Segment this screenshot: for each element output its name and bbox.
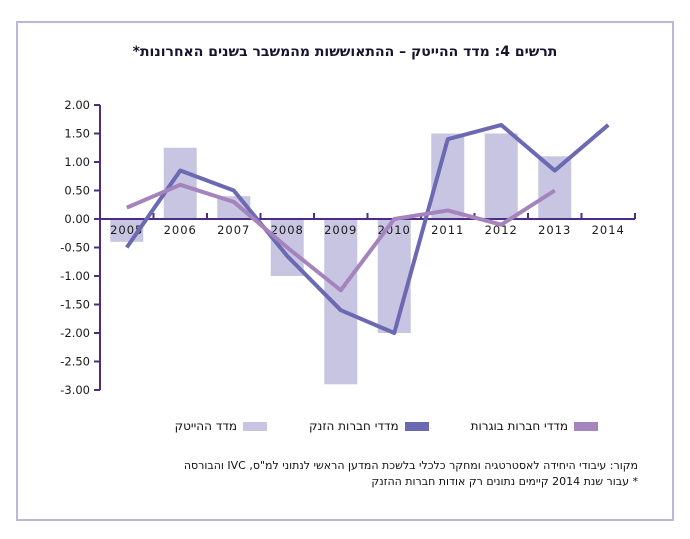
x-tick-label-2013: 2013 [538,223,571,237]
x-tick-label-2006: 2006 [164,223,197,237]
x-tick-label-2014: 2014 [592,223,625,237]
y-tick-label: 0.50 [64,184,90,198]
y-tick-label: -2.00 [60,326,90,340]
y-tick-label: 0.00 [64,212,90,226]
bar-2013 [538,156,572,219]
x-tick-label-2012: 2012 [485,223,518,237]
source-line: מקור: עיבודי היחידה לאסטרטגיה ומחקר כלכל… [183,459,638,472]
y-tick-label: 1.50 [64,127,90,141]
x-tick-label-2007: 2007 [217,223,250,237]
legend-label-startup-companies: מדדי חברות הזנק [309,419,399,433]
bar-2012 [484,133,518,219]
line-series-0 [125,122,610,335]
y-tick-label: 2.00 [64,98,90,112]
legend-swatch-mature-companies [574,421,598,431]
footnote-line: * עבור שנת 2014 קיימים נתונים רק אודות ח… [371,474,638,488]
legend-item-mature-companies: מדדי חברות בוגרות [471,419,598,433]
y-tick-label: -3.00 [60,383,90,397]
legend-swatch-startup-companies [404,421,429,431]
legend-label-hightech-index: מדד ההייטק [174,419,238,433]
x-tick-label-2009: 2009 [324,223,357,237]
x-tick-label-2008: 2008 [271,223,304,237]
x-tick-label-2011: 2011 [431,223,464,237]
legend-label-mature-companies: מדדי חברות בוגרות [470,419,568,433]
legend-item-startup-companies: מדדי חברות הזנק [309,419,429,433]
y-tick-label: -2.50 [60,355,90,369]
legend-swatch-hightech-index [243,421,268,431]
bar-2009 [324,219,358,385]
legend-item-hightech-index: מדד ההייטק [174,419,268,433]
y-tick-label: -0.50 [60,241,90,255]
bar-2010 [377,219,411,333]
line-series-1 [125,182,556,293]
y-tick-label: 1.00 [64,155,90,169]
chart-title: תרשים 4: מדד ההייטק – ההתאוששות מהמשבר ב… [132,44,558,60]
footer: מקור: עיבודי היחידה לאסטרטגיה ומחקר כלכל… [78,458,638,489]
y-tick-label: -1.00 [60,269,90,283]
y-tick-label: -1.50 [60,298,90,312]
legend: מדדי חברות בוגרות מדדי חברות הזנק מדד הה… [18,419,668,433]
